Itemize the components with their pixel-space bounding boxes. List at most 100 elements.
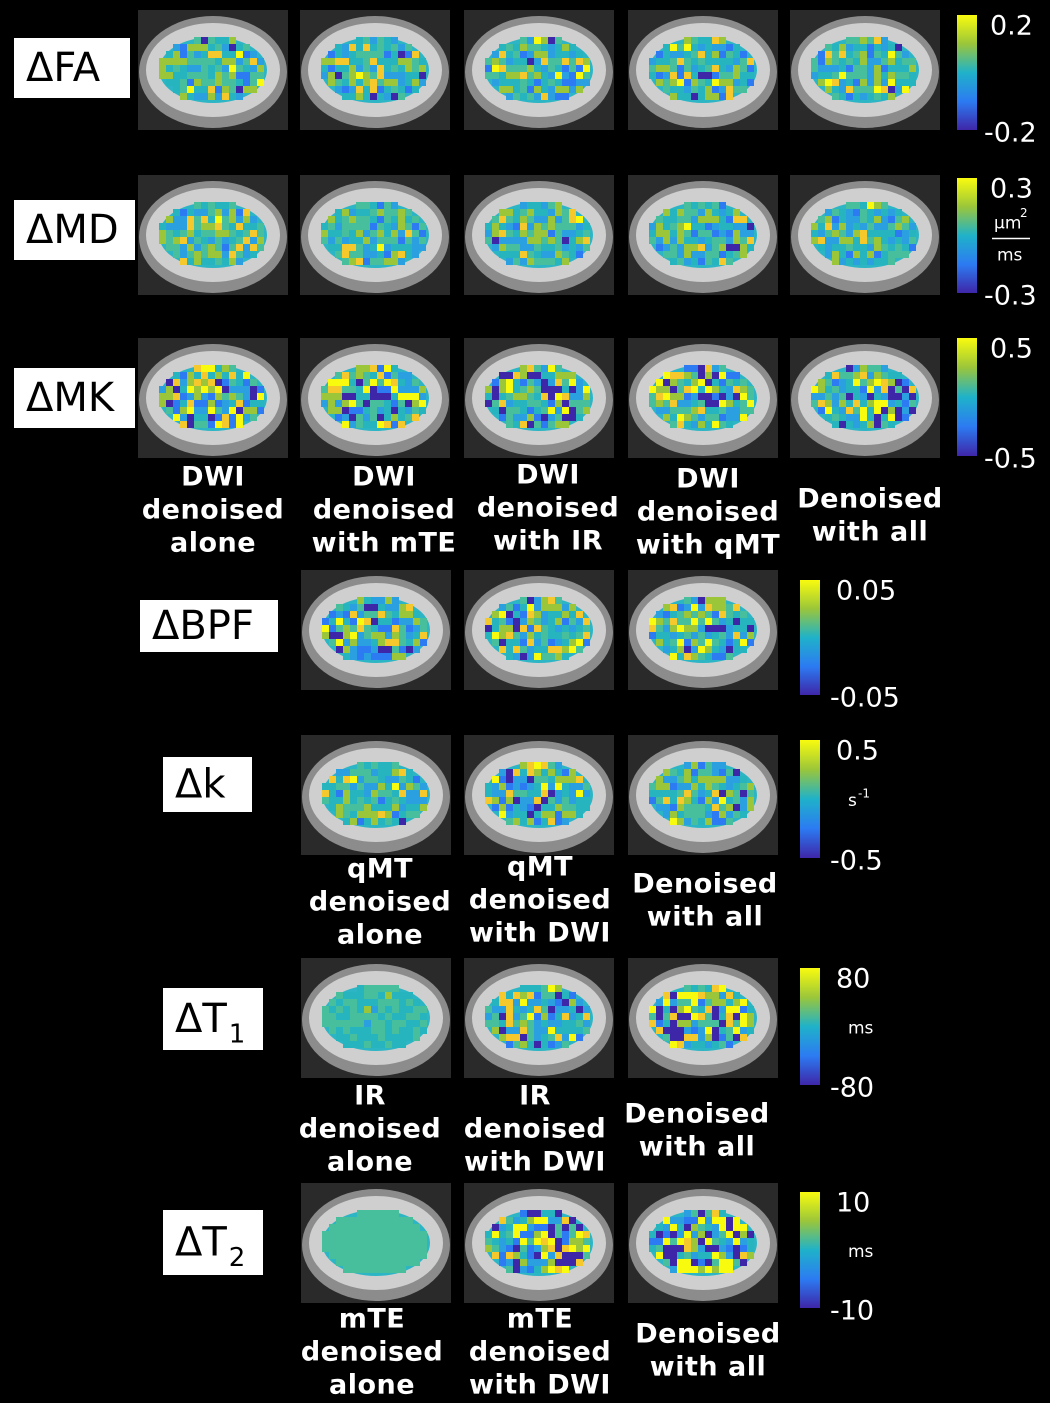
voxel [576,386,583,393]
voxel [811,386,818,393]
voxel [159,72,166,79]
voxel [888,230,895,237]
voxel [874,202,881,209]
voxel [201,251,208,258]
voxel [583,400,590,407]
voxel [499,811,506,818]
voxel [740,1245,747,1252]
voxel [391,58,398,65]
voxel [541,65,548,72]
column-caption: Denoised [797,484,942,515]
voxel [698,400,705,407]
voxel [677,251,684,258]
row-label: ΔT [175,1220,227,1266]
voxel [343,1252,350,1259]
voxel [712,604,719,611]
voxel [895,72,902,79]
colorbar-min: -10 [830,1296,874,1327]
voxel [832,223,839,230]
voxel [513,611,520,618]
voxel [839,51,846,58]
voxel [740,646,747,653]
voxel [705,1259,712,1266]
voxel [712,1210,719,1217]
voxel [691,216,698,223]
voxel [832,407,839,414]
voxel [698,762,705,769]
voxel [740,1238,747,1245]
voxel [385,1041,392,1048]
voxel [349,414,356,421]
voxel [413,1034,420,1041]
voxel [485,393,492,400]
voxel [698,811,705,818]
voxel [499,1231,506,1238]
voxel [562,1245,569,1252]
voxel [250,393,257,400]
voxel [719,79,726,86]
voxel [670,1006,677,1013]
column-caption: denoised [313,495,455,526]
voxel [236,51,243,58]
voxel [364,797,371,804]
voxel [513,79,520,86]
voxel [378,625,385,632]
voxel [818,230,825,237]
voxel [541,79,548,86]
voxel [406,1034,413,1041]
voxel [350,611,357,618]
voxel [391,379,398,386]
voxel [909,72,916,79]
voxel [527,999,534,1006]
voxel [569,72,576,79]
voxel [698,230,705,237]
voxel [378,1041,385,1048]
voxel [712,72,719,79]
voxel [385,776,392,783]
voxel [399,992,406,999]
voxel [548,379,555,386]
voxel [520,1224,527,1231]
voxel [881,414,888,421]
voxel [187,386,194,393]
voxel [733,244,740,251]
voxel [364,1231,371,1238]
voxel [733,407,740,414]
voxel [506,372,513,379]
voxel [670,223,677,230]
voxel [378,992,385,999]
voxel [562,79,569,86]
voxel [520,762,527,769]
voxel [399,999,406,1006]
voxel [527,646,534,653]
voxel [902,379,909,386]
voxel [670,93,677,100]
voxel [705,653,712,660]
voxel [541,1013,548,1020]
voxel [677,414,684,421]
voxel [520,1034,527,1041]
voxel [811,72,818,79]
voxel [357,1245,364,1252]
voxel [874,407,881,414]
voxel [413,1231,420,1238]
voxel [726,625,733,632]
voxel [726,93,733,100]
unit-den: ms [997,246,1023,266]
voxel [541,365,548,372]
voxel [902,79,909,86]
voxel [391,216,398,223]
voxel [541,1238,548,1245]
voxel [677,223,684,230]
voxel [250,86,257,93]
voxel [194,202,201,209]
voxel [747,639,754,646]
voxel [499,237,506,244]
voxel [548,646,555,653]
voxel [413,783,420,790]
voxel [818,51,825,58]
voxel [670,804,677,811]
voxel [555,1013,562,1020]
voxel [555,216,562,223]
voxel [520,776,527,783]
